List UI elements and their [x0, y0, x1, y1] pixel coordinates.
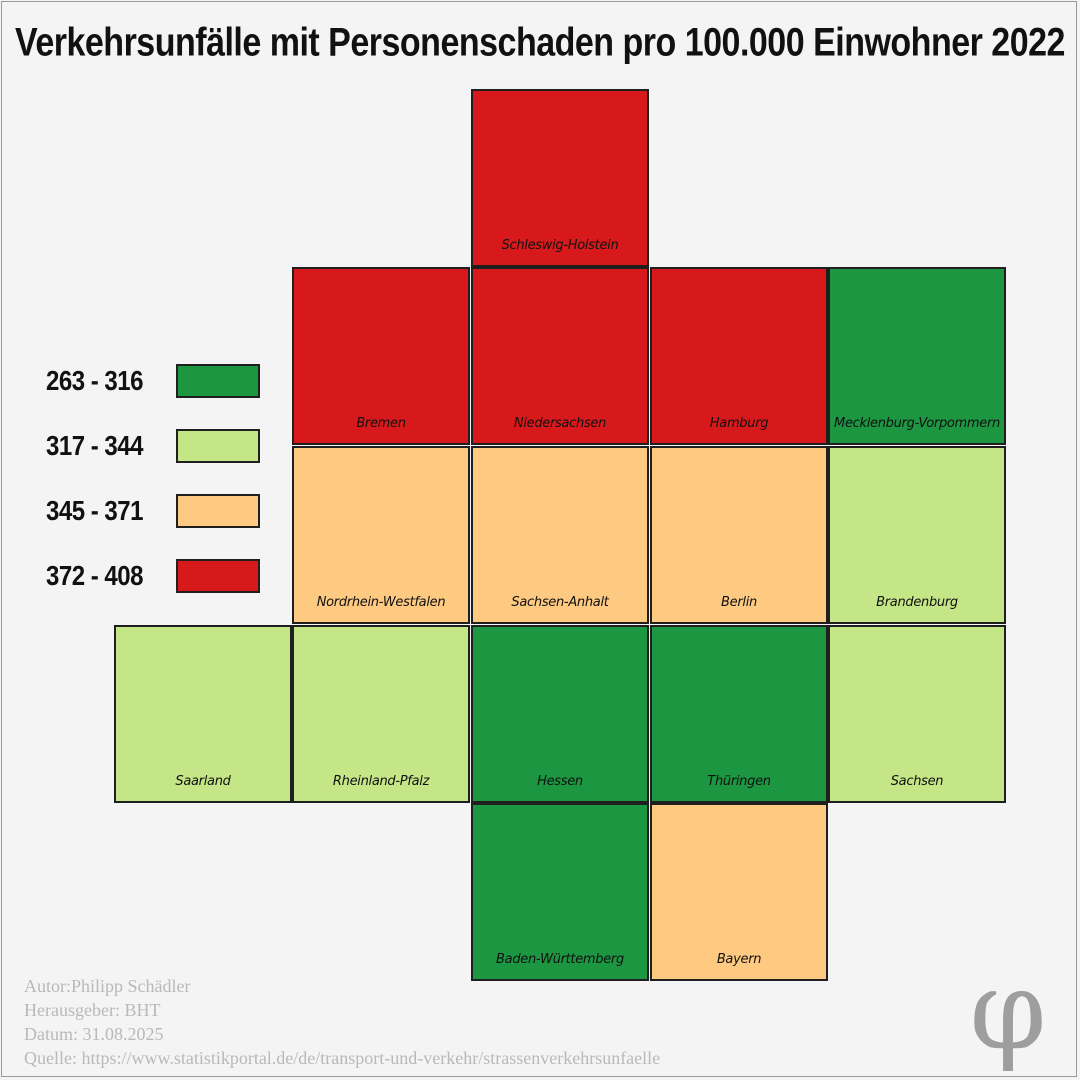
legend-swatch — [176, 364, 260, 398]
legend-swatch — [176, 429, 260, 463]
footer-credits: Autor:Philipp Schädler Herausgeber: BHT … — [24, 974, 660, 1070]
tile-rheinland-pfalz: Rheinland-Pfalz — [292, 625, 470, 803]
tile-label: Baden-Württemberg — [496, 952, 624, 967]
tile-sachsen: Sachsen — [828, 625, 1006, 803]
tile-nordrhein-westfalen: Nordrhein-Westfalen — [292, 446, 470, 624]
footer-date: Datum: 31.08.2025 — [24, 1024, 164, 1044]
tile-label: Hamburg — [709, 416, 769, 431]
tile-label: Sachsen-Anhalt — [511, 595, 609, 610]
tile-label: Berlin — [721, 595, 757, 610]
tile-label: Niedersachsen — [513, 416, 607, 431]
tile-label: Rheinland-Pfalz — [332, 774, 430, 789]
tile-label: Nordrhein-Westfalen — [316, 595, 446, 610]
legend-swatch — [176, 559, 260, 593]
tile-label: Thüringen — [707, 774, 771, 789]
legend-label: 345 - 371 — [46, 495, 143, 527]
footer-source: Quelle: https://www.statistikportal.de/d… — [24, 1048, 661, 1068]
tile-baden-wuerttemberg: Baden-Württemberg — [471, 803, 649, 981]
tile-label: Brandenburg — [876, 595, 958, 610]
tile-niedersachsen: Niedersachsen — [471, 267, 649, 445]
legend-label: 263 - 316 — [46, 365, 143, 397]
footer-publisher: Herausgeber: BHT — [24, 1000, 161, 1020]
tile-thueringen: Thüringen — [650, 625, 828, 803]
tile-label: Sachsen — [890, 774, 944, 789]
phi-logo-icon: φ — [969, 946, 1047, 1074]
tile-saarland: Saarland — [114, 625, 292, 803]
tile-brandenburg: Brandenburg — [828, 446, 1006, 624]
tile-label: Bremen — [356, 416, 406, 431]
legend-label: 372 - 408 — [46, 560, 143, 592]
tile-sachsen-anhalt: Sachsen-Anhalt — [471, 446, 649, 624]
legend-label: 317 - 344 — [46, 430, 143, 462]
tile-mecklenburg-vorpommern: Mecklenburg-Vorpommern — [828, 267, 1006, 445]
tile-label: Bayern — [716, 952, 762, 967]
legend-swatch — [176, 494, 260, 528]
tile-label: Schleswig-Holstein — [501, 238, 619, 253]
tile-bayern: Bayern — [650, 803, 828, 981]
footer-author: Autor:Philipp Schädler — [24, 976, 191, 996]
tile-label: Mecklenburg-Vorpommern — [834, 416, 1000, 431]
tile-label: Saarland — [175, 774, 231, 789]
tile-schleswig-holstein: Schleswig-Holstein — [471, 89, 649, 267]
tile-hamburg: Hamburg — [650, 267, 828, 445]
tile-bremen: Bremen — [292, 267, 470, 445]
tile-hessen: Hessen — [471, 625, 649, 803]
tile-berlin: Berlin — [650, 446, 828, 624]
tile-label: Hessen — [537, 774, 583, 789]
map-title: Verkehrsunfälle mit Personenschaden pro … — [15, 20, 1065, 65]
